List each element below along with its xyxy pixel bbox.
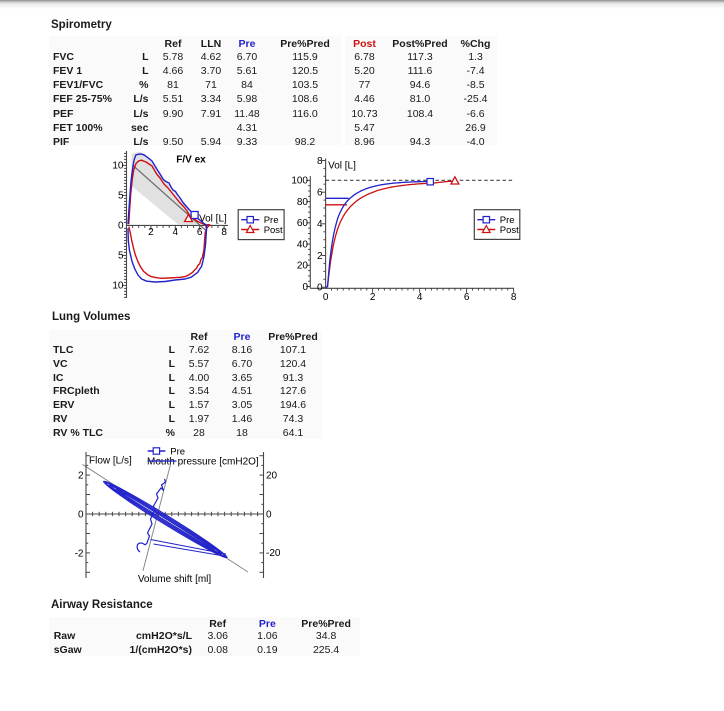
svg-text:0: 0 (118, 221, 124, 232)
svg-text:6: 6 (197, 227, 203, 238)
svg-text:100: 100 (291, 176, 308, 187)
svg-text:Pre: Pre (500, 215, 515, 226)
svg-text:8: 8 (221, 227, 227, 238)
svg-text:Vol [L]: Vol [L] (328, 161, 356, 172)
svg-text:Volume shift [ml]: Volume shift [ml] (138, 574, 212, 585)
svg-text:4: 4 (417, 292, 423, 302)
svg-text:Vol [L]: Vol [L] (199, 213, 227, 224)
svg-text:Flow [L/s]: Flow [L/s] (89, 456, 132, 467)
svg-text:4: 4 (173, 227, 179, 238)
svg-text:5: 5 (118, 191, 124, 202)
svg-text:20: 20 (266, 470, 278, 481)
svg-text:0: 0 (317, 283, 323, 294)
svg-text:F/V ex: F/V ex (176, 155, 206, 166)
svg-text:2: 2 (78, 471, 84, 482)
svg-text:0: 0 (78, 510, 84, 521)
svg-text:40: 40 (297, 239, 309, 250)
svg-text:2: 2 (370, 292, 376, 302)
svg-text:6: 6 (317, 188, 323, 199)
svg-text:8: 8 (511, 292, 517, 302)
svg-text:20: 20 (297, 261, 309, 272)
svg-text:-2: -2 (75, 548, 84, 559)
svg-text:Pre: Pre (264, 215, 279, 226)
svg-text:4: 4 (317, 219, 323, 230)
svg-text:8: 8 (317, 156, 323, 167)
svg-text:0: 0 (302, 282, 308, 293)
svg-text:10: 10 (112, 161, 124, 172)
svg-text:-20: -20 (266, 548, 281, 559)
svg-text:2: 2 (148, 227, 154, 238)
svg-text:10: 10 (112, 281, 124, 292)
svg-text:5: 5 (118, 251, 124, 262)
svg-text:80: 80 (297, 197, 309, 208)
svg-text:Post: Post (500, 225, 519, 236)
svg-text:6: 6 (464, 292, 470, 302)
svg-text:60: 60 (297, 218, 309, 229)
svg-text:2: 2 (317, 251, 323, 262)
svg-text:0: 0 (323, 292, 329, 302)
svg-text:Mouth pressure [cmH2O]: Mouth pressure [cmH2O] (147, 456, 259, 467)
svg-text:Post: Post (264, 225, 283, 236)
svg-text:0: 0 (266, 509, 272, 520)
svg-text:Pre: Pre (170, 446, 185, 457)
